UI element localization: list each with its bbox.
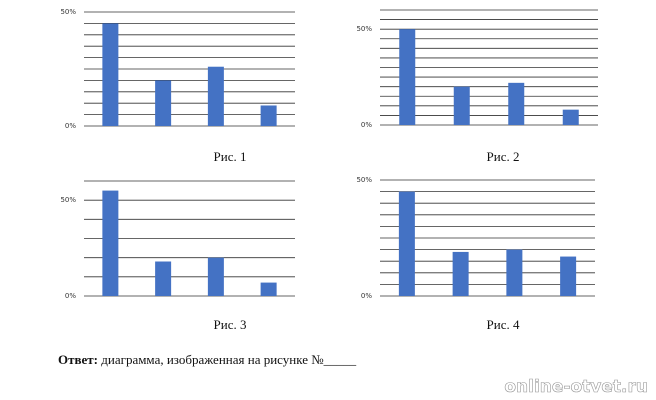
y-tick-label: 0% — [361, 121, 372, 129]
bar — [260, 282, 277, 296]
caption: Рис. 2 — [487, 149, 520, 164]
bar — [102, 190, 119, 296]
y-tick-label: 50% — [60, 8, 76, 16]
answer-label: Ответ: — [58, 352, 98, 367]
bar — [155, 80, 172, 126]
bar — [398, 191, 415, 296]
bar — [452, 251, 469, 296]
y-tick-label: 0% — [65, 122, 76, 130]
answer: Ответ: диаграмма, изображенная на рисунк… — [58, 352, 357, 367]
bar — [102, 23, 119, 126]
caption: Рис. 3 — [214, 317, 247, 332]
bar — [506, 249, 523, 296]
watermark: online-otvet.ru — [504, 377, 648, 397]
bar — [207, 66, 224, 126]
bar — [560, 256, 577, 296]
bar — [399, 29, 416, 126]
y-tick-label: 50% — [60, 196, 76, 204]
caption: Рис. 4 — [487, 317, 520, 332]
bar — [260, 105, 277, 126]
y-tick-label: 0% — [361, 292, 372, 300]
bar — [207, 257, 224, 296]
caption: Рис. 1 — [214, 149, 247, 164]
y-tick-label: 0% — [65, 292, 76, 300]
y-tick-label: 50% — [356, 25, 372, 33]
bar — [155, 261, 172, 296]
y-tick-label: 50% — [356, 176, 372, 184]
bar — [453, 86, 470, 125]
bar — [562, 109, 579, 125]
answer-text: диаграмма, изображенная на рисунке №____… — [101, 352, 356, 367]
bar — [508, 82, 525, 125]
